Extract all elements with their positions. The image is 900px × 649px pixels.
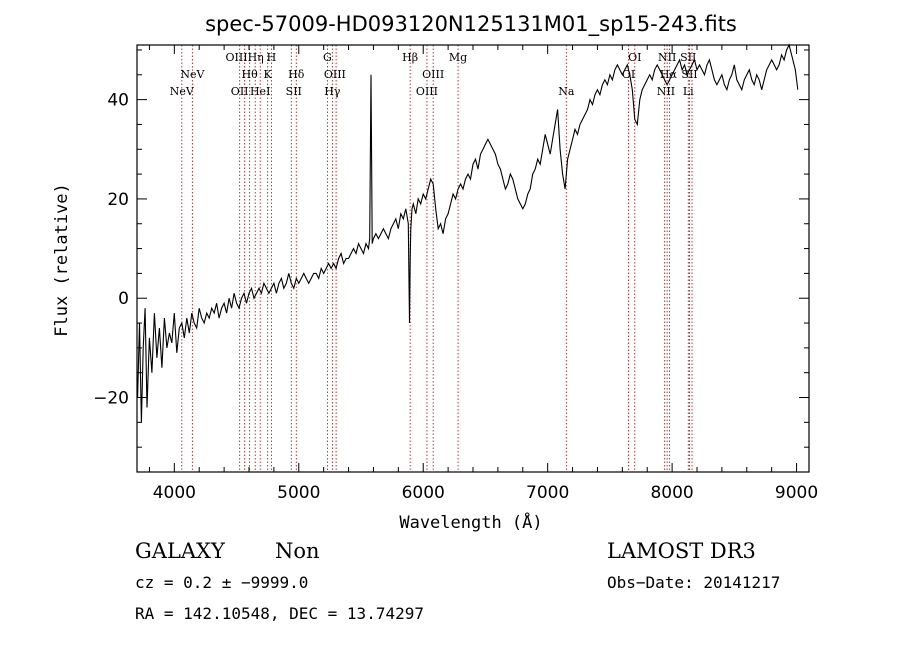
line-label: OIII xyxy=(416,85,438,98)
x-tick-label: 7000 xyxy=(526,483,569,503)
line-label: G xyxy=(323,51,332,64)
x-tick-label: 5000 xyxy=(277,483,320,503)
x-tick-label: 4000 xyxy=(153,483,196,503)
line-label: SII xyxy=(286,85,302,98)
line-label: OIIIHη xyxy=(226,51,264,64)
object-subclass: Non xyxy=(275,539,320,563)
line-label: SII xyxy=(681,68,697,81)
line-label: Hδ xyxy=(288,68,305,81)
line-label: HeI xyxy=(250,85,270,98)
y-tick-label: 40 xyxy=(107,91,129,111)
line-label: OII xyxy=(231,85,249,98)
line-label: OI xyxy=(622,68,635,81)
y-axis-ticks: −20 0 20 40 xyxy=(93,49,809,448)
object-class: GALAXY xyxy=(135,539,226,563)
line-label: OIII xyxy=(324,68,346,81)
line-label: NeV xyxy=(180,68,205,81)
emission-line-labels: NeV NeV OII OIIIHη Hθ HeI HK Hδ SII G OIII Hγ Hβ OIII… xyxy=(170,51,698,98)
line-label: SII xyxy=(680,51,696,64)
line-label: NeV xyxy=(170,85,195,98)
plot-frame xyxy=(136,44,810,473)
y-tick-label: 0 xyxy=(118,289,129,309)
line-label: Na xyxy=(558,85,575,98)
line-label: Mg xyxy=(449,51,467,64)
x-tick-label: 9000 xyxy=(775,483,818,503)
y-tick-label: 20 xyxy=(107,190,129,210)
x-tick-label: 8000 xyxy=(650,483,693,503)
line-label: K xyxy=(264,68,273,81)
line-label: Hθ xyxy=(242,68,259,81)
line-label: Hγ xyxy=(324,85,341,98)
line-label: NII xyxy=(657,85,675,98)
line-label: OIII xyxy=(422,68,444,81)
coordinates: RA = 142.10548, DEC = 13.74297 xyxy=(135,604,424,623)
redshift-cz: cz = 0.2 ± −9999.0 xyxy=(135,573,308,592)
obs-date: Obs−Date: 20141217 xyxy=(607,573,780,592)
survey-name: LAMOST DR3 xyxy=(607,539,756,563)
line-label: H xyxy=(267,51,277,64)
line-label: Hα xyxy=(660,68,678,81)
emission-line-markers xyxy=(181,45,693,472)
chart-title: spec-57009-HD093120N125131M01_sp15-243.f… xyxy=(205,12,737,37)
line-label: Li xyxy=(683,85,694,98)
x-axis-ticks: 4000 5000 6000 7000 8000 9000 xyxy=(148,45,818,503)
spectrum-line xyxy=(137,43,799,423)
line-label: Hβ xyxy=(402,51,418,64)
y-tick-label: −20 xyxy=(93,389,129,409)
line-label: OI xyxy=(628,51,641,64)
x-axis-label: Wavelength (Å) xyxy=(399,511,542,533)
y-axis-label: Flux (relative) xyxy=(52,183,72,337)
line-label: NII xyxy=(658,51,676,64)
x-tick-label: 6000 xyxy=(402,483,445,503)
